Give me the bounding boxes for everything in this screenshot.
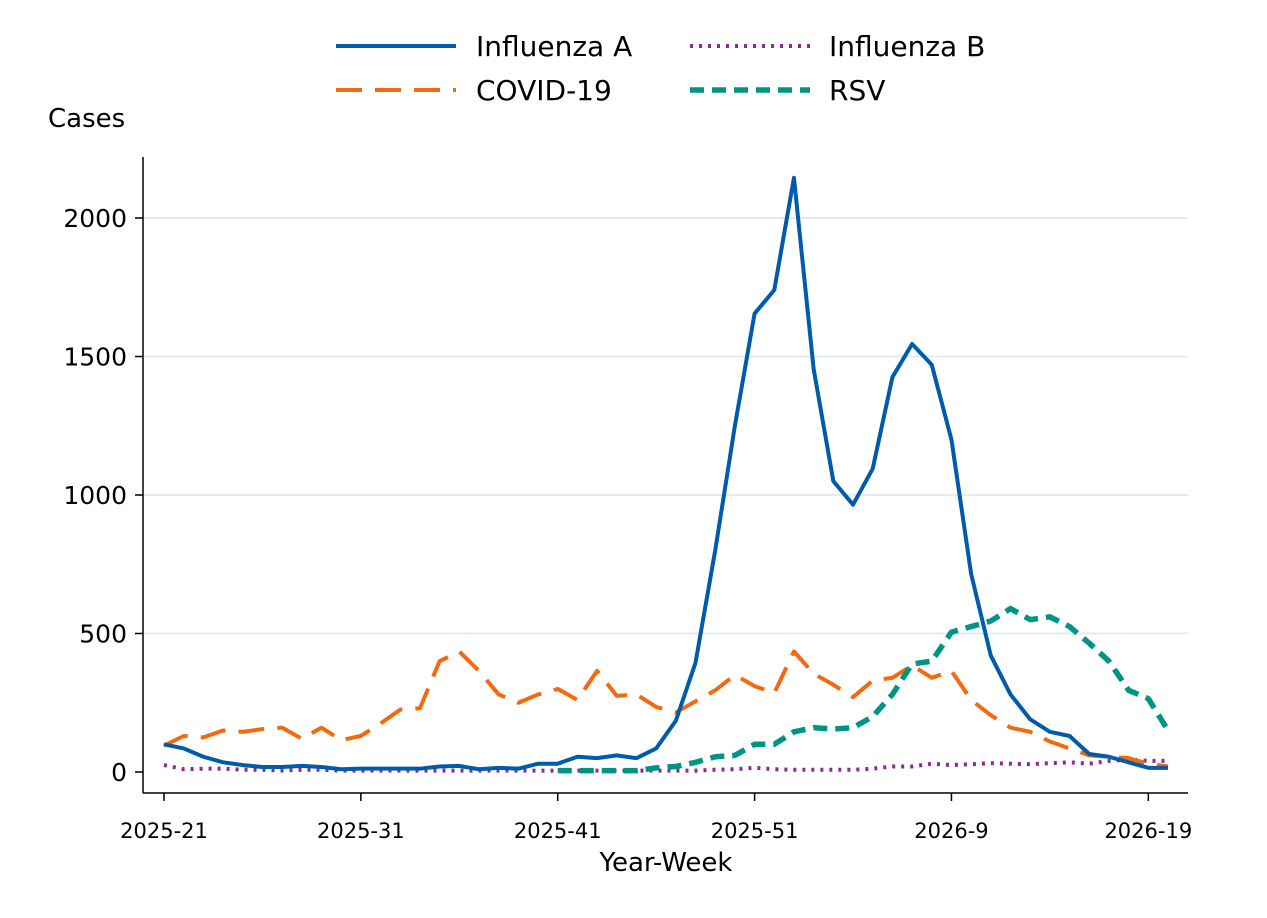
series-line-influenza-b <box>163 757 1168 773</box>
x-tick-label-2025-41: 2025-41 <box>514 819 602 843</box>
legend-label-influenza-b: Influenza B <box>829 30 985 63</box>
legend-label-influenza-a: Influenza A <box>476 30 632 63</box>
y-tick-label-1500: 1500 <box>63 343 127 372</box>
series-layer <box>163 175 1171 774</box>
grid-lines <box>143 217 1188 635</box>
series-line-covid-19 <box>163 649 1169 769</box>
x-tick-label-2026-19: 2026-19 <box>1104 819 1192 843</box>
y-tick-label-0: 0 <box>111 758 127 787</box>
legend-label-rsv: RSV <box>829 74 885 107</box>
x-tick-label-2025-21: 2025-21 <box>120 819 208 843</box>
x-tick-label-2025-51: 2025-51 <box>711 819 799 843</box>
y-tick-label-1000: 1000 <box>63 481 127 510</box>
x-tick-label-2025-31: 2025-31 <box>317 819 405 843</box>
y-tick-label-2000: 2000 <box>63 204 127 233</box>
x-tick-label-2026-9: 2026-9 <box>914 819 988 843</box>
legend-label-covid-19: COVID-19 <box>476 74 612 107</box>
y-axis-title: Cases <box>48 104 125 134</box>
x-axis-ticks: 2025-21 2025-31 2025-41 2025-51 2026-9 2026-1… <box>120 793 1192 843</box>
y-tick-label-500: 500 <box>79 620 127 649</box>
x-axis-title: Year-Week <box>599 848 733 878</box>
legend: Influenza A Influenza B COVID-19 RSV <box>336 30 985 107</box>
series-line-rsv <box>557 605 1171 774</box>
series-line-influenza-a <box>163 175 1168 772</box>
y-axis-ticks: 0 500 1000 1500 2000 <box>63 204 143 787</box>
